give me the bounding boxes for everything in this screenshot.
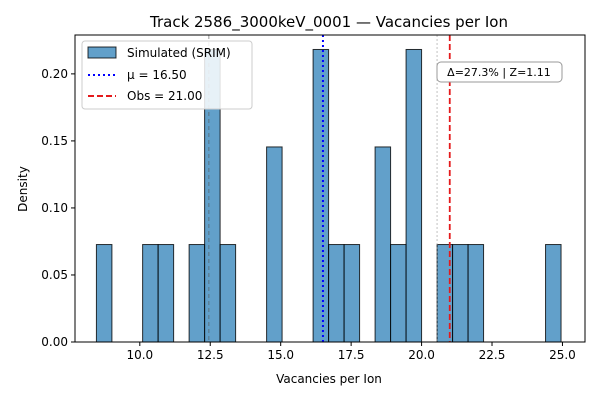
x-axis-label: Vacancies per Ion <box>276 372 382 386</box>
histogram-bar <box>157 244 175 343</box>
histogram-bar <box>545 244 562 343</box>
stats-annotation: Δ=27.3% | Z=1.11 <box>436 61 563 83</box>
histogram-bar <box>312 48 330 343</box>
x-tick-label: 12.5 <box>197 348 224 362</box>
histogram-bar <box>467 244 485 343</box>
y-tick-label: 0.15 <box>41 134 68 148</box>
x-axis-ticks: 10.0 12.5 15.0 17.5 20.0 22.5 25.0 <box>126 342 576 362</box>
legend-label-mean: μ = 16.50 <box>127 68 187 82</box>
histogram-bar <box>374 146 392 343</box>
histogram-bar <box>219 244 237 343</box>
x-tick-label: 20.0 <box>408 348 435 362</box>
legend-label-obs: Obs = 21.00 <box>127 89 202 103</box>
histogram-bar <box>405 48 423 343</box>
x-tick-label: 17.5 <box>338 348 365 362</box>
y-axis-label: Density <box>16 166 30 212</box>
legend-swatch-simulated <box>87 46 117 59</box>
legend-label-simulated: Simulated (SRIM) <box>127 46 231 60</box>
histogram-bar <box>188 244 206 343</box>
histogram-bar <box>390 244 407 343</box>
histogram-bar <box>95 244 113 343</box>
histogram-bar <box>452 244 469 343</box>
y-tick-label: 0.05 <box>41 268 68 282</box>
histogram-bar <box>343 244 361 343</box>
y-tick-label: 0.10 <box>41 201 68 215</box>
histogram-bar <box>142 244 159 343</box>
x-tick-label: 15.0 <box>267 348 294 362</box>
legend-box <box>81 40 253 110</box>
plot-frame <box>74 34 586 343</box>
chart-title: Track 2586_3000keV_0001 — Vacancies per … <box>149 13 508 32</box>
y-axis-ticks: 0.00 0.05 0.10 0.15 0.20 <box>41 67 75 349</box>
y-tick-label: 0.00 <box>41 335 68 349</box>
legend: Simulated (SRIM) μ = 16.50 Obs = 21.00 <box>81 40 253 110</box>
x-tick-label: 25.0 <box>549 348 576 362</box>
x-tick-label: 22.5 <box>479 348 506 362</box>
x-tick-label: 10.0 <box>126 348 153 362</box>
y-tick-label: 0.20 <box>41 67 68 81</box>
histogram-bar <box>266 146 283 343</box>
stats-annotation-text: Δ=27.3% | Z=1.11 <box>447 66 551 79</box>
stats-annotation-box <box>436 61 563 83</box>
histogram-bar <box>328 244 345 343</box>
